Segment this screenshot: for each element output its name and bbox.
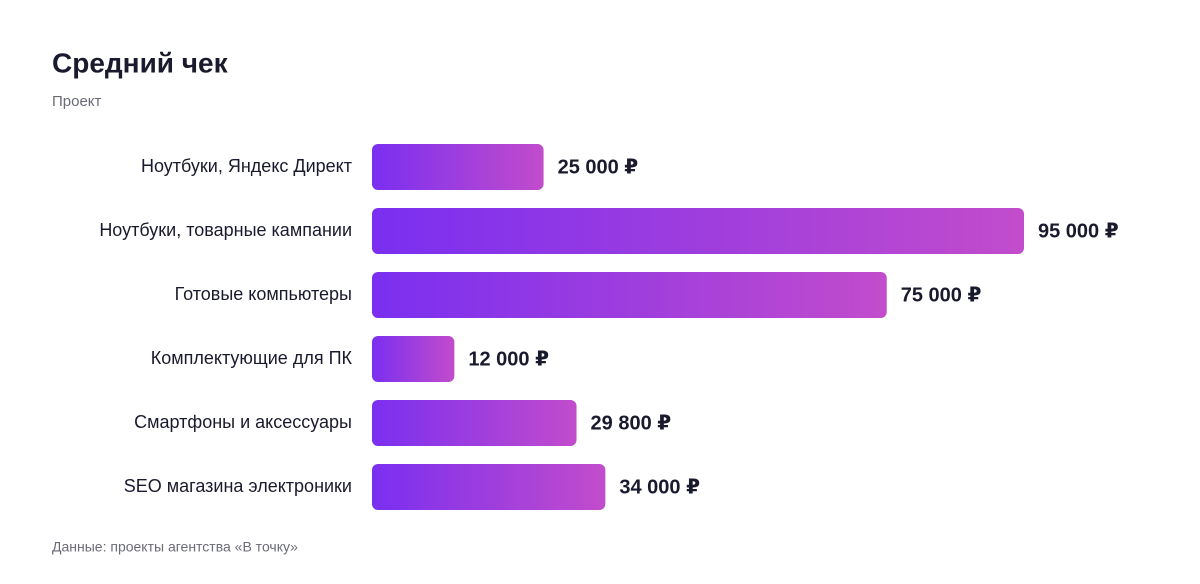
bar (372, 144, 544, 190)
category-label: Смартфоны и аксессуары (134, 412, 352, 432)
value-label: 29 800 ₽ (591, 412, 672, 434)
value-label: 34 000 ₽ (619, 476, 700, 498)
category-label: Комплектующие для ПК (151, 348, 353, 368)
bar (372, 272, 887, 318)
chart-title: Средний чек (52, 47, 229, 78)
value-label: 12 000 ₽ (468, 348, 549, 370)
bar (372, 400, 577, 446)
chart-note: Данные: проекты агентства «В точку» (52, 539, 298, 555)
bar (372, 464, 606, 510)
category-label: Ноутбуки, Яндекс Директ (141, 156, 352, 176)
category-label: Готовые компьютеры (175, 284, 352, 304)
value-label: 25 000 ₽ (558, 156, 639, 178)
category-label: Ноутбуки, товарные кампании (99, 220, 352, 240)
bar (372, 336, 455, 382)
bar (372, 208, 1024, 254)
category-label: SEO магазина электроники (124, 476, 352, 496)
value-label: 75 000 ₽ (901, 284, 982, 306)
value-label: 95 000 ₽ (1038, 220, 1119, 242)
chart-subtitle: Проект (52, 93, 102, 110)
